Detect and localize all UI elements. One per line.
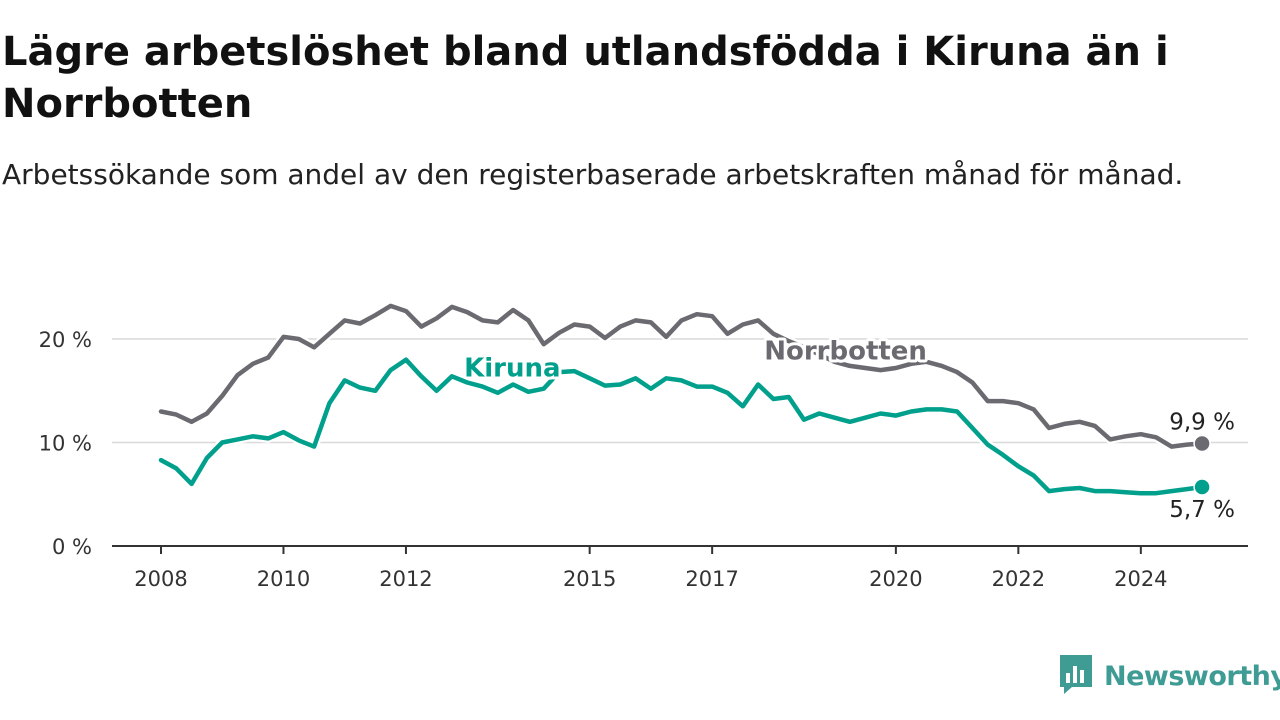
series-layer (156, 301, 1207, 498)
series-label-kiruna: Kiruna (464, 353, 560, 383)
chart-subtitle: Arbetssökande som andel av den registerb… (2, 158, 1184, 191)
x-tick-label: 2020 (869, 567, 922, 591)
end-value-label-kiruna: 5,7 % (1169, 497, 1235, 523)
chart-title: Lägre arbetslöshet bland utlandsfödda i … (2, 29, 1169, 127)
kiruna-end-point (1193, 478, 1211, 496)
grid-layer (112, 338, 1248, 444)
newsworthy-logo-icon (1058, 653, 1094, 699)
y-tick-label: 20 % (39, 328, 92, 352)
y-tick-label: 10 % (39, 432, 92, 456)
x-tick-label: 2015 (563, 567, 616, 591)
end-value-label-norrbotten: 9,9 % (1169, 410, 1235, 436)
y-tick-label: 0 % (52, 535, 92, 559)
x-tick-label: 2017 (685, 567, 738, 591)
axis-layer: 0 % 10 % 20 % 2008 2010 2012 2015 2017 2020 2022 2… (39, 328, 1248, 591)
x-tick-label: 2024 (1114, 567, 1167, 591)
label-layer: Norrbotten Kiruna 9,9 % 5,7 % (461, 334, 1238, 526)
norrbotten-end-point (1193, 434, 1211, 453)
x-tick-label: 2010 (257, 567, 310, 591)
x-tick-label: 2012 (379, 567, 432, 591)
brand-name: Newsworthy (1104, 660, 1280, 692)
x-tick-label: 2008 (134, 567, 187, 591)
kiruna-line (158, 357, 1205, 496)
norrbotten-line (158, 303, 1205, 449)
x-tick-label: 2022 (992, 567, 1045, 591)
brand: Newsworthy (1058, 654, 1280, 698)
series-label-norrbotten: Norrbotten (764, 337, 927, 367)
